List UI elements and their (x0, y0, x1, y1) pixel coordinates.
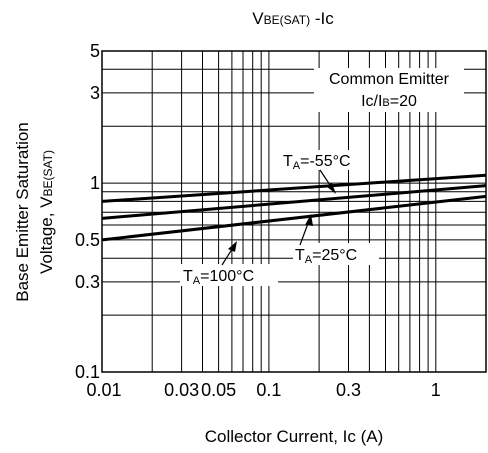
series-label-m55: TA=-55°C (280, 150, 360, 194)
annotation-line2: Ic/IB=20 (361, 93, 417, 110)
annotation-bg (314, 68, 464, 112)
series-line-2 (101, 194, 487, 242)
y-tick-label-5: 0.1 (75, 362, 100, 382)
series-label-100: TA=100°C (180, 241, 278, 287)
plot-frame (101, 50, 487, 373)
annotation-line1: Common Emitter (329, 71, 450, 88)
series-line-0 (101, 173, 487, 203)
y-tick-label-1: 3 (90, 83, 100, 103)
svg-text:TA=25°C: TA=25°C (295, 247, 357, 266)
y-tick-label-3: 0.5 (75, 230, 100, 250)
y-tick-labels: 5 3 1 0.5 0.3 0.1 (75, 41, 100, 382)
x-tick-label-3: 0.1 (256, 380, 281, 400)
x-axis-label: Collector Current, Ic (A) (205, 427, 384, 446)
series-lines (101, 173, 487, 242)
y-tick-label-2: 1 (90, 173, 100, 193)
y-axis-label-line1: Base Emitter Saturation (13, 122, 32, 302)
x-tick-label-1: 0.03 (164, 380, 199, 400)
y-tick-label-0: 5 (90, 41, 100, 61)
condition-annotation: Common Emitter Ic/IB=20 (314, 68, 464, 112)
x-tick-label-5: 1 (431, 380, 441, 400)
x-tick-label-0: 0.01 (86, 380, 121, 400)
y-tick-label-4: 0.3 (75, 272, 100, 292)
x-tick-label-2: 0.05 (201, 380, 236, 400)
svg-text:TA=-55°C: TA=-55°C (283, 153, 351, 172)
series-line-1 (101, 184, 487, 220)
svg-text:TA=100°C: TA=100°C (183, 268, 254, 287)
x-tick-labels: 0.01 0.03 0.05 0.1 0.3 1 (86, 380, 440, 400)
x-tick-label-4: 0.3 (336, 380, 361, 400)
series-label-25: TA=25°C (293, 214, 379, 266)
chart-title: VBE(SAT) -Ic (252, 9, 334, 28)
y-axis-label-line2: Voltage, VBE(SAT) (37, 150, 56, 274)
